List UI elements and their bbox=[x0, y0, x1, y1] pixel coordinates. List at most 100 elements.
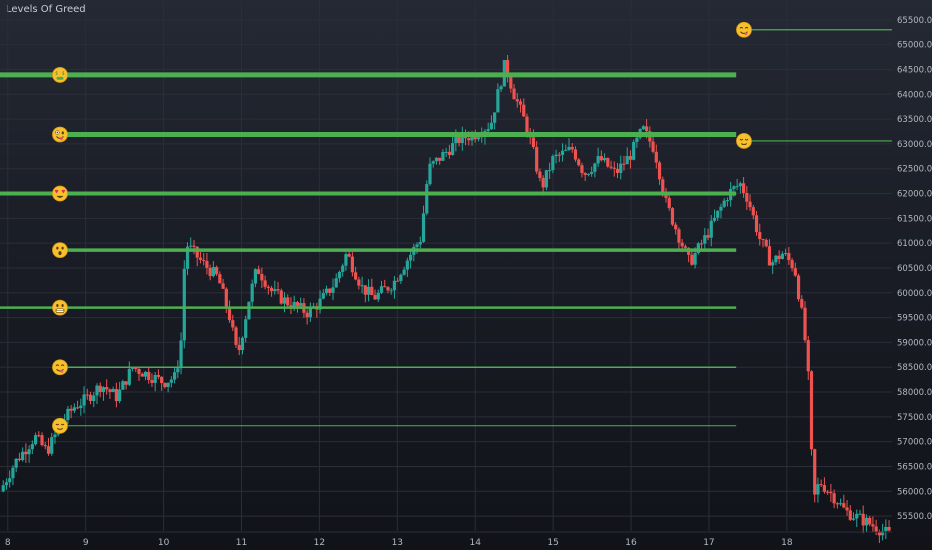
emoji-eye bbox=[60, 423, 65, 426]
candle-body bbox=[864, 517, 869, 526]
emoji-mouth bbox=[56, 427, 64, 430]
candle-body bbox=[441, 152, 445, 161]
candle-body bbox=[712, 217, 717, 221]
candle-body bbox=[40, 435, 44, 445]
candle-body bbox=[247, 301, 251, 320]
candle-body bbox=[114, 388, 118, 402]
emoji-face bbox=[52, 67, 68, 83]
candle-body bbox=[602, 158, 607, 161]
candle-body bbox=[389, 290, 393, 292]
candle-body bbox=[790, 260, 794, 269]
candle-body bbox=[176, 368, 180, 373]
emoji-eye bbox=[744, 26, 749, 29]
hushed-icon bbox=[52, 242, 68, 259]
x-tick-label: 17 bbox=[703, 538, 714, 548]
candle-body bbox=[8, 478, 12, 483]
candle-body bbox=[231, 320, 235, 328]
candle-body bbox=[279, 290, 283, 304]
candle-body bbox=[30, 444, 34, 450]
candle-body bbox=[674, 224, 678, 230]
candle-body bbox=[451, 143, 455, 155]
candle-body bbox=[75, 407, 80, 409]
candle-body bbox=[257, 269, 261, 275]
y-tick-label: 64500.00 bbox=[897, 65, 932, 75]
candle-body bbox=[706, 235, 710, 238]
candle-body bbox=[182, 268, 186, 341]
x-tick-label: 13 bbox=[392, 538, 403, 548]
emoji-mouth bbox=[56, 76, 64, 80]
candle-body bbox=[816, 484, 820, 495]
candle-body bbox=[321, 293, 325, 299]
candle-body bbox=[408, 254, 413, 261]
x-tick-label: 9 bbox=[83, 538, 89, 548]
candle-body bbox=[17, 458, 21, 461]
emoji-eye bbox=[744, 138, 749, 141]
candle-body bbox=[153, 375, 157, 383]
candle-body bbox=[826, 491, 830, 493]
candle-body bbox=[645, 126, 649, 132]
candle-body bbox=[657, 162, 662, 180]
chart-title: Levels Of Greed bbox=[6, 4, 86, 15]
candle-body bbox=[337, 271, 342, 279]
candle-body bbox=[693, 253, 697, 265]
candle-body bbox=[832, 493, 836, 504]
candle-body bbox=[92, 395, 96, 402]
candle-body bbox=[531, 137, 536, 148]
candle-body bbox=[24, 451, 28, 455]
candle-body bbox=[370, 286, 374, 296]
candle-body bbox=[428, 163, 432, 185]
candle-body bbox=[27, 449, 31, 455]
candle-body bbox=[202, 259, 206, 261]
emoji-face bbox=[52, 185, 68, 202]
candle-body bbox=[69, 408, 73, 411]
candle-body bbox=[82, 394, 86, 406]
candle-body bbox=[745, 192, 749, 202]
candle-body bbox=[237, 344, 241, 351]
greed-levels bbox=[0, 29, 892, 427]
candle-body bbox=[147, 371, 151, 381]
candle-body bbox=[470, 133, 474, 141]
candle-body bbox=[861, 513, 865, 526]
candle-body bbox=[819, 484, 823, 486]
x-tick-label: 8 bbox=[5, 538, 11, 548]
candle-body bbox=[282, 297, 287, 304]
candle-body bbox=[774, 255, 778, 263]
emoji-eye bbox=[55, 364, 60, 367]
candle-body bbox=[124, 381, 128, 385]
candle-body bbox=[344, 254, 348, 266]
candle-body bbox=[205, 260, 209, 268]
candle-body bbox=[741, 183, 746, 193]
candle-body bbox=[677, 229, 681, 243]
money-mouth-icon: $ $ bbox=[52, 67, 68, 83]
candle-body bbox=[21, 451, 25, 461]
emoji-face bbox=[52, 242, 68, 259]
emoji-face bbox=[52, 359, 68, 376]
candle-body bbox=[234, 327, 238, 345]
emoji-heart bbox=[54, 189, 59, 194]
candle-body bbox=[43, 444, 47, 447]
y-tick-label: 61000.00 bbox=[897, 239, 932, 249]
candle-body bbox=[651, 141, 655, 152]
candle-body bbox=[573, 149, 578, 160]
candle-body bbox=[140, 373, 144, 377]
candle-body bbox=[596, 156, 600, 164]
candle-body bbox=[224, 288, 228, 308]
candle-body bbox=[189, 245, 193, 247]
candle-body bbox=[208, 267, 212, 277]
candle-body bbox=[66, 408, 70, 420]
candle-body bbox=[179, 340, 183, 369]
candle-body bbox=[703, 235, 707, 244]
candle-body bbox=[286, 297, 290, 306]
emoji-heart bbox=[61, 189, 66, 194]
candle-body bbox=[680, 242, 684, 247]
candle-body bbox=[822, 485, 827, 492]
emoji-tongue bbox=[60, 136, 63, 141]
candle-body bbox=[683, 246, 687, 248]
candle-body bbox=[851, 518, 856, 520]
x-tick-label: 14 bbox=[469, 538, 481, 548]
candle-body bbox=[79, 405, 83, 409]
emoji-face bbox=[52, 417, 68, 434]
candle-body bbox=[612, 167, 616, 169]
emoji-eye bbox=[61, 246, 64, 250]
